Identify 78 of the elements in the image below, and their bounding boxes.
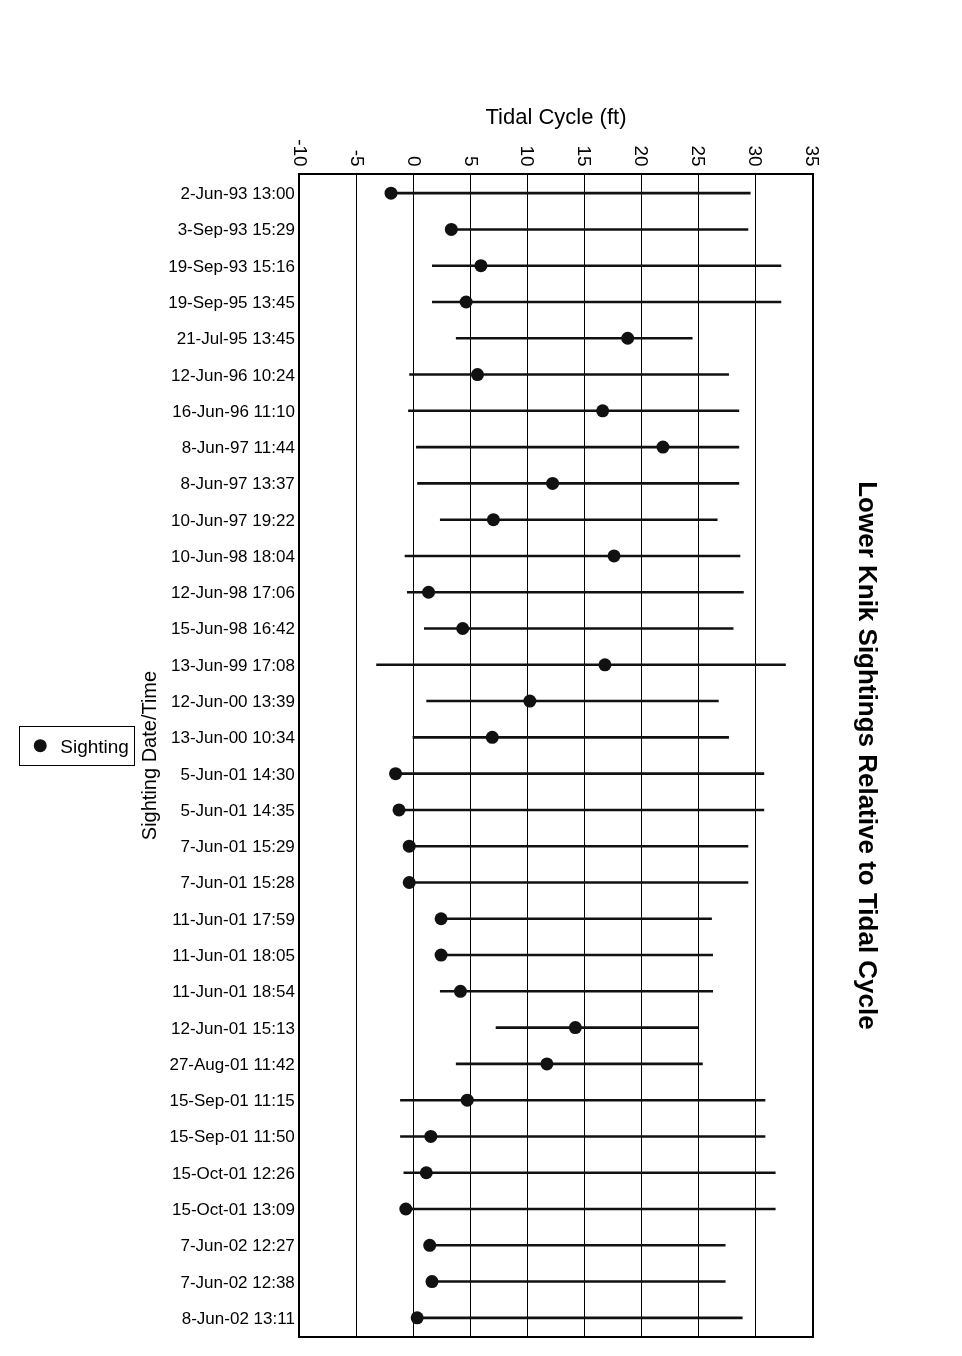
y-tick-label: 12-Jun-00 13:39 [171, 692, 295, 712]
x-tick-label: -5 [346, 149, 368, 167]
x-tick-label: 10 [517, 145, 539, 167]
point [402, 875, 416, 889]
x-tick-label: 15 [574, 145, 596, 167]
point [422, 585, 436, 599]
point [392, 803, 406, 817]
y-tick-label: 2-Jun-93 13:00 [180, 184, 295, 204]
y-tick-label: 15-Oct-01 13:09 [171, 1199, 295, 1219]
x-axis-title: Tidal Cycle (ft) [485, 104, 627, 130]
y-tick-label: 11-Jun-01 18:54 [172, 982, 295, 1002]
point [546, 476, 560, 490]
y-tick-label: 7-Jun-02 12:27 [180, 1236, 295, 1256]
point [621, 331, 635, 345]
x-tick-label: 0 [403, 156, 425, 167]
point [596, 404, 610, 418]
y-tick-label: 7-Jun-01 15:28 [180, 873, 295, 893]
y-tick-label: 19-Sep-93 15:16 [168, 256, 295, 276]
y-tick-label: 10-Jun-98 18:04 [171, 546, 295, 566]
y-axis-title: Sighting Date/Time [138, 670, 161, 841]
point [444, 222, 458, 236]
point [656, 440, 670, 454]
point [459, 295, 473, 309]
point [568, 1021, 582, 1035]
y-tick-label: 8-Jun-97 13:37 [180, 474, 295, 494]
x-tick-label: 5 [460, 156, 482, 167]
y-tick-label: 5-Jun-01 14:35 [180, 800, 295, 820]
point [540, 1057, 554, 1071]
point [410, 1311, 424, 1325]
y-tick-label: 15-Sep-01 11:50 [169, 1127, 295, 1147]
point [474, 259, 488, 273]
y-tick-label: 5-Jun-01 14:30 [180, 764, 295, 784]
point [453, 984, 467, 998]
point [434, 948, 448, 962]
point [523, 694, 537, 708]
y-tick-label: 12-Jun-96 10:24 [171, 365, 295, 385]
y-tick-label: 7-Jun-02 12:38 [180, 1272, 295, 1292]
y-tick-label: 13-Jun-99 17:08 [171, 655, 295, 675]
point [389, 767, 403, 781]
y-tick-label: 12-Jun-01 15:13 [171, 1018, 295, 1038]
point [384, 186, 398, 200]
point [434, 912, 448, 926]
y-tick-label: 7-Jun-01 15:29 [180, 837, 295, 857]
y-tick-label: 21-Jul-95 13:45 [176, 329, 295, 349]
x-tick-label: 30 [744, 145, 766, 167]
y-tick-label: 27-Aug-01 11:42 [169, 1054, 295, 1074]
point [402, 839, 416, 853]
y-tick-label: 8-Jun-02 13:11 [181, 1308, 295, 1328]
x-tick-label: 20 [631, 145, 653, 167]
x-tick-label: 35 [801, 145, 823, 167]
point [485, 730, 499, 744]
point [424, 1129, 438, 1143]
point [486, 513, 500, 527]
text: Lower Knik Sightings Relative to Tidal Cycle [852, 481, 883, 1030]
point [456, 622, 470, 636]
legend-label: Sighting [60, 736, 129, 758]
point [423, 1238, 437, 1252]
x-tick-label: 25 [688, 145, 710, 167]
y-tick-label: 13-Jun-00 10:34 [171, 728, 295, 748]
y-tick-label: 19-Sep-95 13:45 [168, 292, 295, 312]
x-tick-label: -10 [289, 139, 311, 167]
y-tick-label: 15-Sep-01 11:15 [169, 1091, 295, 1111]
y-tick-label: 10-Jun-97 19:22 [171, 510, 295, 530]
y-tick-label: 11-Jun-01 17:59 [172, 909, 295, 929]
point [471, 368, 484, 382]
y-tick-label: 12-Jun-98 17:06 [171, 583, 295, 603]
point [425, 1275, 439, 1289]
y-tick-label: 15-Jun-98 16:42 [171, 619, 295, 639]
point [598, 658, 612, 672]
point [419, 1166, 433, 1180]
point [399, 1202, 413, 1216]
point [607, 549, 621, 563]
y-tick-label: 15-Oct-01 12:26 [171, 1163, 295, 1183]
y-tick-label: 3-Sep-93 15:29 [177, 220, 295, 240]
y-tick-label: 16-Jun-96 11:10 [172, 401, 295, 421]
y-tick-label: 11-Jun-01 18:05 [172, 946, 295, 965]
y-tick-label: 8-Jun-97 11:44 [181, 438, 295, 458]
point [460, 1093, 474, 1107]
